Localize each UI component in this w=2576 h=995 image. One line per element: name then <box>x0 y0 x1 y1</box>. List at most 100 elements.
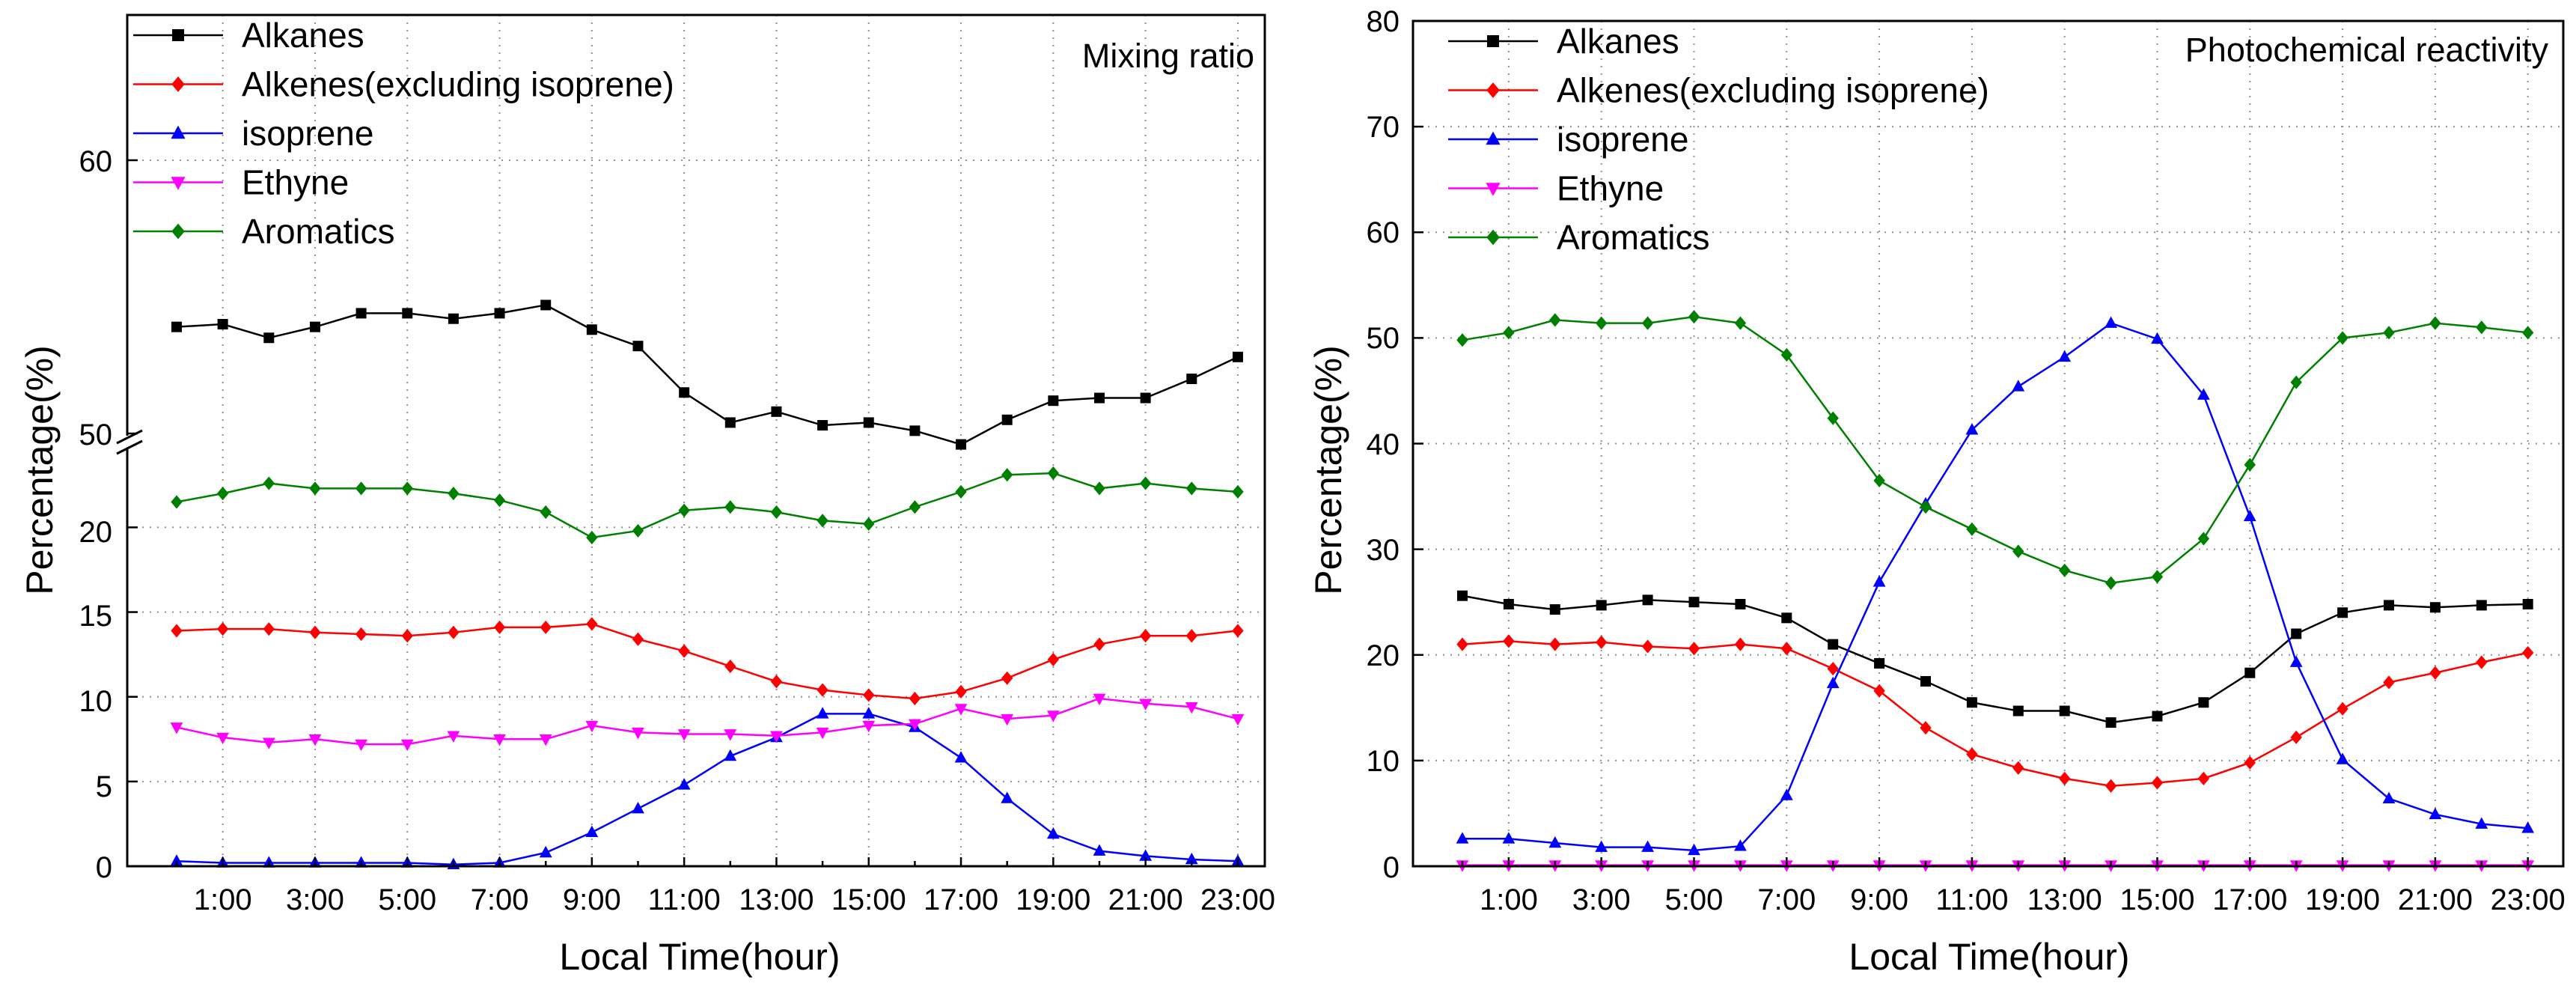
data-point <box>540 620 552 635</box>
data-point <box>2475 817 2488 829</box>
data-point <box>2476 655 2488 669</box>
data-point <box>632 801 644 814</box>
legend-marker <box>171 125 186 139</box>
x-tick-label: 1:00 <box>194 883 252 916</box>
data-point <box>2337 607 2348 618</box>
data-point <box>1781 612 1792 624</box>
data-point <box>448 487 460 501</box>
data-point <box>2383 675 2395 690</box>
x-tick-label: 11:00 <box>1935 883 2008 916</box>
data-point <box>817 420 828 431</box>
y-tick-label: 60 <box>1367 216 1400 249</box>
legend-label: Ethyne <box>242 163 349 202</box>
data-point <box>2105 316 2117 328</box>
y-tick-label: 30 <box>1367 534 1400 567</box>
data-point <box>955 484 967 499</box>
x-tick-label: 7:00 <box>471 883 529 916</box>
data-point <box>309 321 320 332</box>
data-point <box>954 751 968 763</box>
data-point <box>448 625 460 639</box>
data-point <box>2382 791 2396 803</box>
y-tick-label: 40 <box>1367 428 1400 461</box>
y-tick-label: 0 <box>96 851 112 884</box>
x-tick-label: 11:00 <box>648 883 721 916</box>
data-point <box>1502 832 1516 844</box>
data-point <box>678 644 690 658</box>
data-point <box>863 517 875 531</box>
data-point <box>2012 705 2024 716</box>
data-point <box>355 481 367 496</box>
legend: Alkanes Alkenes(excluding isoprene) isopre… <box>133 16 674 251</box>
data-point <box>724 659 736 674</box>
x-tick-label: 23:00 <box>2491 883 2566 916</box>
data-point <box>1093 844 1106 856</box>
data-point <box>2429 807 2442 820</box>
data-point <box>1503 599 1514 610</box>
y-tick-labels-upper: 50 60 <box>79 145 113 451</box>
legend-label: Aromatics <box>242 212 394 251</box>
data-point <box>216 487 229 501</box>
data-point <box>1780 788 1793 800</box>
data-point <box>816 707 829 719</box>
data-point <box>1826 676 1840 689</box>
data-point <box>171 321 182 332</box>
data-point <box>494 308 505 319</box>
data-point <box>817 514 828 528</box>
legend-marker <box>171 223 185 240</box>
data-point <box>770 731 783 743</box>
legend-label: isoprene <box>242 114 373 153</box>
data-point <box>862 720 876 733</box>
data-point <box>355 739 367 752</box>
x-tick-label: 7:00 <box>1757 883 1816 916</box>
x-tick-label: 23:00 <box>1200 883 1275 916</box>
y-axis-label: Percentage(%) <box>19 345 61 595</box>
data-point <box>2197 771 2210 785</box>
series-line <box>176 472 1239 539</box>
data-point <box>2337 331 2348 345</box>
data-point <box>1185 852 1198 865</box>
data-point <box>1503 634 1515 648</box>
data-point <box>2476 320 2488 335</box>
data-point <box>724 500 736 514</box>
data-point <box>1920 721 1932 735</box>
data-point <box>585 720 599 733</box>
grid <box>127 15 1265 866</box>
data-point <box>493 620 506 635</box>
data-point <box>263 332 275 344</box>
series-line <box>176 697 1239 746</box>
series-alkenes-excluding-isoprene <box>171 617 1244 706</box>
data-point <box>1827 411 1839 425</box>
data-point <box>170 854 183 866</box>
legend-marker <box>1486 183 1501 196</box>
data-point <box>1642 594 1653 606</box>
x-axis-label: Local Time(hour) <box>559 936 840 978</box>
data-point <box>2243 509 2256 522</box>
data-point <box>1457 590 1468 601</box>
data-point <box>586 324 597 335</box>
legend-item-ethyne: Ethyne <box>133 163 349 202</box>
data-point <box>1139 629 1152 643</box>
legend-item-alkanes: Alkanes <box>133 16 364 55</box>
data-point <box>817 683 828 697</box>
x-tick-label: 15:00 <box>2119 883 2194 916</box>
x-tick-labels: 1:00 3:00 5:00 7:00 9:00 11:00 13:00 15:00 17:00… <box>1480 883 2566 916</box>
data-point <box>770 675 783 689</box>
data-point <box>1456 333 1468 347</box>
data-point <box>2336 752 2349 764</box>
data-point <box>1047 466 1060 481</box>
data-point <box>632 727 644 740</box>
chart-photochemical-reactivity: Photochemical reactivity Alkanes Alkenes(… <box>1307 5 2566 978</box>
legend-marker <box>1486 82 1500 98</box>
legend-marker <box>171 177 186 190</box>
data-point <box>2383 326 2395 340</box>
data-point <box>1734 637 1747 651</box>
data-point <box>2290 730 2302 744</box>
x-tick-label: 21:00 <box>1108 883 1183 916</box>
data-point <box>2244 755 2256 770</box>
y-tick-label: 60 <box>79 145 113 178</box>
x-tick-label: 3:00 <box>1572 883 1631 916</box>
y-axis-label: Percentage(%) <box>1307 345 1349 595</box>
y-tick-label: 0 <box>1383 851 1400 884</box>
legend-item-isoprene: isoprene <box>133 114 373 153</box>
data-point <box>216 622 229 636</box>
